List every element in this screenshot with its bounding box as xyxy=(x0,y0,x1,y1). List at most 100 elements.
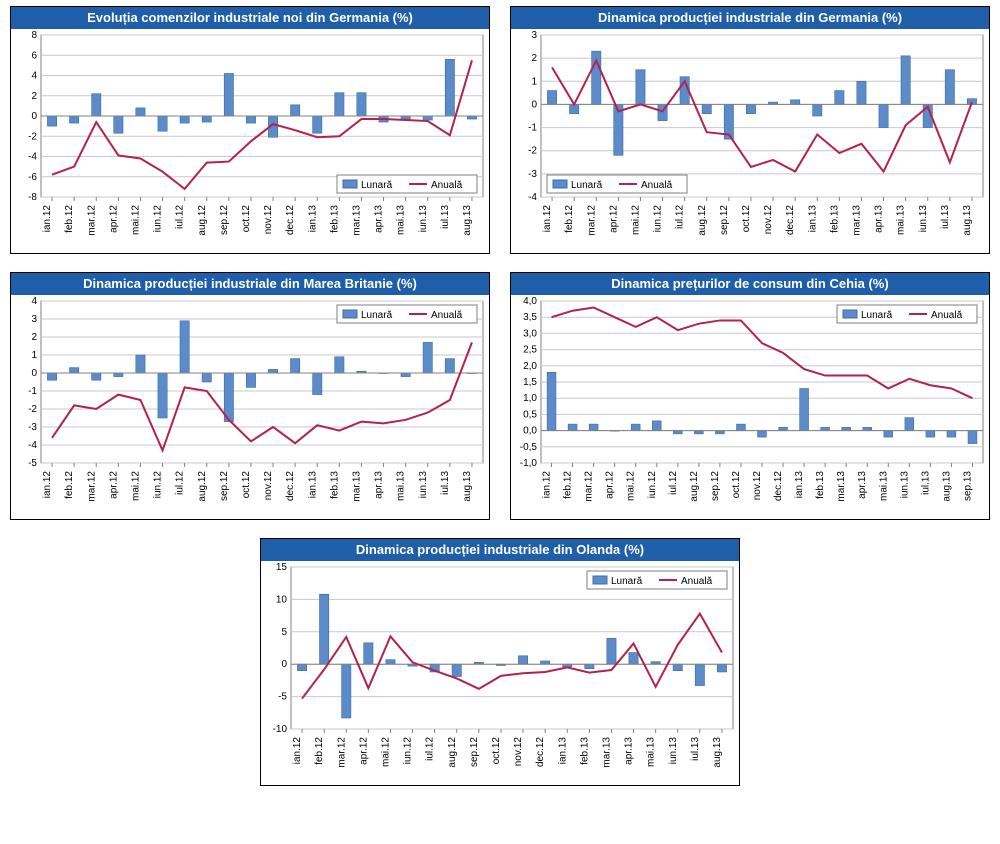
svg-text:nov.12: nov.12 xyxy=(513,737,524,767)
bar xyxy=(636,70,645,105)
bar xyxy=(879,104,888,127)
bar xyxy=(357,93,366,116)
svg-text:iul.13: iul.13 xyxy=(440,205,451,229)
svg-text:-0,5: -0,5 xyxy=(520,442,538,453)
svg-text:sep.12: sep.12 xyxy=(719,205,730,235)
svg-text:6: 6 xyxy=(31,50,37,61)
svg-text:ian.12: ian.12 xyxy=(42,471,53,499)
svg-text:0,0: 0,0 xyxy=(523,426,537,437)
bar xyxy=(884,431,893,437)
svg-text:ian.13: ian.13 xyxy=(807,205,818,233)
svg-text:feb.13: feb.13 xyxy=(829,205,840,233)
bar xyxy=(335,357,344,373)
bar xyxy=(313,116,322,133)
svg-text:nov.12: nov.12 xyxy=(263,205,274,235)
svg-text:-4: -4 xyxy=(28,152,37,163)
svg-text:nov.12: nov.12 xyxy=(763,205,774,235)
plot: -4-3-2-10123ian.12feb.12mar.12apr.12mai.… xyxy=(511,29,989,253)
svg-text:apr.12: apr.12 xyxy=(358,737,369,765)
bar xyxy=(246,116,255,123)
bar xyxy=(202,116,211,122)
chart-svg: -10-5051015ian.12feb.12mar.12apr.12mai.1… xyxy=(261,561,739,785)
svg-text:-8: -8 xyxy=(28,192,37,203)
bar xyxy=(47,116,56,126)
bar xyxy=(268,369,277,373)
svg-text:2,5: 2,5 xyxy=(523,345,537,356)
chart-svg: -4-3-2-10123ian.12feb.12mar.12apr.12mai.… xyxy=(511,29,989,253)
legend-label-line: Anuală xyxy=(641,180,673,191)
svg-text:-5: -5 xyxy=(28,458,37,469)
bar xyxy=(114,373,123,377)
panel-germany-production: Dinamica producției industriale din Germ… xyxy=(510,6,990,254)
bar xyxy=(70,116,79,123)
bar xyxy=(335,93,344,116)
bar xyxy=(968,431,977,444)
svg-text:dec.12: dec.12 xyxy=(285,205,296,235)
svg-text:ian.13: ian.13 xyxy=(557,737,568,765)
legend: LunarăAnuală xyxy=(337,305,477,323)
bar xyxy=(401,373,410,377)
svg-text:aug.13: aug.13 xyxy=(962,205,973,236)
panel-germany-orders: Evoluția comenzilor industriale noi din … xyxy=(10,6,490,254)
svg-text:4: 4 xyxy=(31,71,37,82)
legend-label-line: Anuală xyxy=(431,310,463,321)
svg-text:3,5: 3,5 xyxy=(523,312,537,323)
bar xyxy=(180,116,189,123)
svg-text:aug.12: aug.12 xyxy=(689,471,700,502)
svg-text:iul.12: iul.12 xyxy=(675,205,686,229)
legend-label-bar: Lunară xyxy=(361,180,393,191)
svg-text:iun.12: iun.12 xyxy=(153,205,164,233)
svg-text:8: 8 xyxy=(31,30,37,41)
svg-text:oct.12: oct.12 xyxy=(491,737,502,765)
svg-text:iul.12: iul.12 xyxy=(425,737,436,761)
bar xyxy=(631,424,640,430)
svg-text:mar.12: mar.12 xyxy=(584,471,595,502)
svg-text:aug.12: aug.12 xyxy=(697,205,708,236)
svg-text:1: 1 xyxy=(31,350,37,361)
svg-text:-6: -6 xyxy=(28,172,37,183)
legend-label-line: Anuală xyxy=(431,180,463,191)
svg-text:-2: -2 xyxy=(528,146,537,157)
svg-text:dec.12: dec.12 xyxy=(285,471,296,501)
bar xyxy=(423,342,432,373)
bar xyxy=(224,73,233,116)
svg-text:-1: -1 xyxy=(28,386,37,397)
bar xyxy=(746,104,755,113)
row-1: Evoluția comenzilor industriale noi din … xyxy=(10,6,990,254)
svg-text:-1,0: -1,0 xyxy=(520,458,538,469)
svg-text:mai.13: mai.13 xyxy=(896,205,907,235)
svg-text:apr.13: apr.13 xyxy=(374,205,385,233)
svg-text:mai.12: mai.12 xyxy=(130,205,141,235)
bar xyxy=(629,653,638,665)
bar xyxy=(445,359,454,373)
svg-text:4: 4 xyxy=(31,296,37,307)
svg-text:oct.12: oct.12 xyxy=(241,205,252,233)
svg-text:feb.12: feb.12 xyxy=(64,471,75,499)
panel-czech-cpi: Dinamica prețurilor de consum din Cehia … xyxy=(510,272,990,520)
svg-text:iun.13: iun.13 xyxy=(668,737,679,765)
svg-text:sep.12: sep.12 xyxy=(469,737,480,767)
svg-text:-3: -3 xyxy=(28,422,37,433)
svg-text:10: 10 xyxy=(276,594,288,605)
svg-text:feb.12: feb.12 xyxy=(564,205,575,233)
svg-text:2,0: 2,0 xyxy=(523,361,537,372)
svg-text:apr.12: apr.12 xyxy=(108,471,119,499)
svg-text:mar.12: mar.12 xyxy=(86,205,97,236)
svg-text:sep.12: sep.12 xyxy=(710,471,721,501)
svg-text:0: 0 xyxy=(31,111,37,122)
bar xyxy=(452,664,461,676)
svg-text:feb.13: feb.13 xyxy=(329,205,340,233)
dashboard: Evoluția comenzilor industriale noi din … xyxy=(0,0,1000,844)
bar xyxy=(607,638,616,664)
svg-text:iul.13: iul.13 xyxy=(440,471,451,495)
panel-title: Dinamica producției industriale din Olan… xyxy=(261,539,739,561)
svg-text:mar.13: mar.13 xyxy=(351,471,362,502)
bar xyxy=(92,94,101,116)
bar xyxy=(92,373,101,380)
svg-text:feb.13: feb.13 xyxy=(579,737,590,765)
bar xyxy=(291,359,300,373)
bar xyxy=(246,373,255,387)
bar xyxy=(673,664,682,670)
bar xyxy=(158,116,167,131)
svg-text:ian.13: ian.13 xyxy=(307,205,318,233)
